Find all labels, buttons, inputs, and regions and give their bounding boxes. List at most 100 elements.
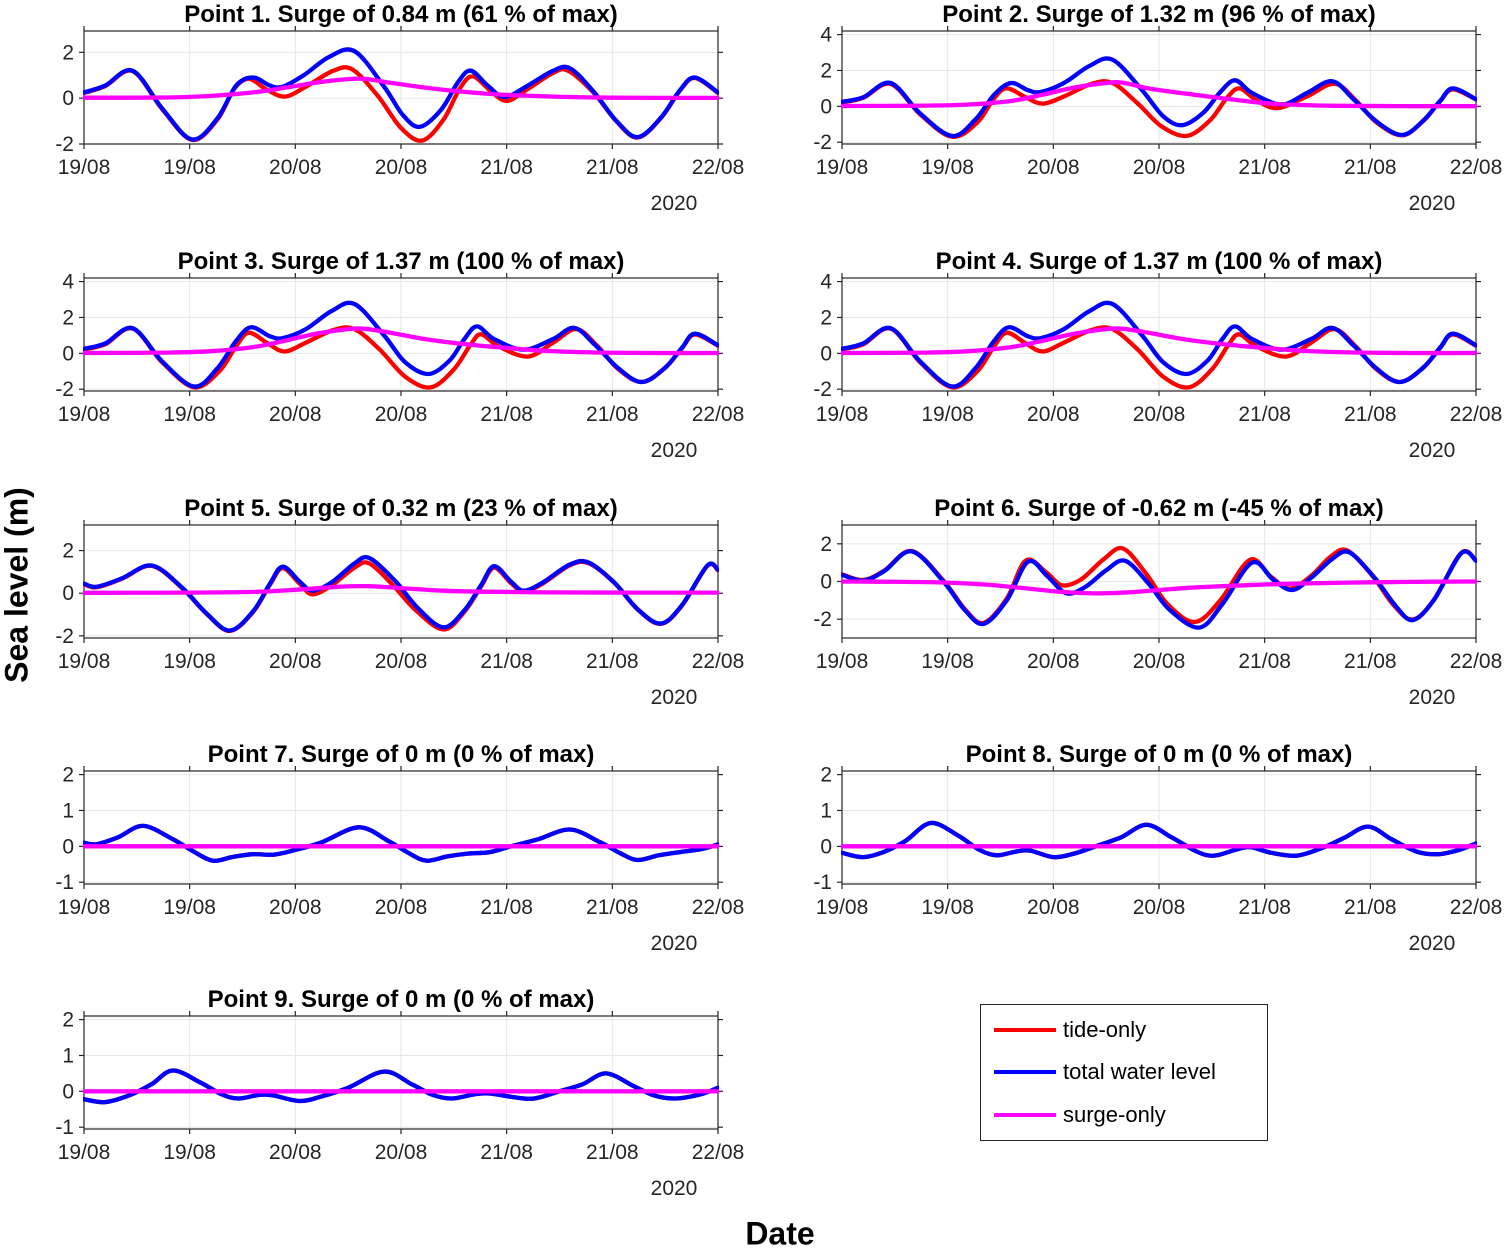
x-tick-label: 20/08 <box>375 1141 428 1164</box>
y-tick-label: -2 <box>813 608 832 631</box>
x-tick-label: 21/08 <box>1344 896 1397 919</box>
x-tick-label: 20/08 <box>269 156 322 179</box>
x-tick-label: 20/08 <box>269 1141 322 1164</box>
series-total <box>83 300 719 389</box>
x-tick-label: 20/08 <box>1027 896 1080 919</box>
x-tick-label: 21/08 <box>1344 403 1397 426</box>
panel-title: Point 5. Surge of 0.32 m (23 % of max) <box>184 495 617 522</box>
x-tick-label: 21/08 <box>1344 650 1397 673</box>
series-total <box>83 47 719 142</box>
x-tick-label: 19/08 <box>58 650 111 673</box>
tide-only-line-swatch <box>994 1028 1056 1033</box>
y-tick-label: 1 <box>62 799 74 822</box>
x-tick-label: 20/08 <box>269 403 322 426</box>
total-water-level-line-swatch <box>994 1070 1056 1075</box>
y-tick-label: 2 <box>62 1009 74 1032</box>
panel-point-6: 19/08 19/08 20/08 20/08 21/08 21/08 22/08 -2 0 2 2… <box>813 495 1503 709</box>
year-label: 2020 <box>651 932 698 955</box>
x-tick-label: 21/08 <box>480 403 533 426</box>
x-tick-label: 19/08 <box>816 403 869 426</box>
y-tick-label: 2 <box>62 540 74 563</box>
y-tick-label: -2 <box>813 378 832 401</box>
series-total <box>83 554 719 633</box>
x-tick-label: 21/08 <box>480 650 533 673</box>
y-tick-label: 0 <box>62 582 74 605</box>
y-tick-label: -1 <box>55 871 74 894</box>
x-tick-label: 22/08 <box>692 403 745 426</box>
panel-title: Point 2. Surge of 1.32 m (96 % of max) <box>942 1 1375 28</box>
y-tick-label: 2 <box>820 306 832 329</box>
x-tick-label: 20/08 <box>269 650 322 673</box>
series-total <box>841 300 1477 389</box>
x-tick-label: 22/08 <box>692 156 745 179</box>
x-tick-label: 21/08 <box>1344 156 1397 179</box>
series-total <box>83 1068 719 1105</box>
series-total <box>841 549 1477 630</box>
panel-title: Point 7. Surge of 0 m (0 % of max) <box>208 741 595 768</box>
x-tick-label: 20/08 <box>1027 403 1080 426</box>
x-tick-label: 22/08 <box>692 650 745 673</box>
legend-label: surge-only <box>1063 1101 1166 1127</box>
x-tick-label: 20/08 <box>1027 650 1080 673</box>
x-tick-label: 19/08 <box>58 1141 111 1164</box>
y-tick-label: -2 <box>55 625 74 648</box>
y-tick-label: 0 <box>62 342 74 365</box>
year-label: 2020 <box>1409 192 1456 215</box>
x-tick-label: 22/08 <box>1450 650 1503 673</box>
y-tick-label: -1 <box>813 871 832 894</box>
x-tick-label: 20/08 <box>375 650 428 673</box>
x-tick-label: 19/08 <box>163 403 216 426</box>
panel-title: Point 3. Surge of 1.37 m (100 % of max) <box>178 248 625 275</box>
y-tick-label: 0 <box>62 87 74 110</box>
panel-point-9: 19/08 19/08 20/08 20/08 21/08 21/08 22/08 -1 0 1 2… <box>55 986 744 1200</box>
y-tick-label: -2 <box>813 131 832 154</box>
x-tick-label: 20/08 <box>375 156 428 179</box>
x-tick-label: 21/08 <box>1238 650 1291 673</box>
legend: tide-only total water level surge-only <box>980 1004 1268 1141</box>
y-tick-label: -2 <box>55 133 74 156</box>
x-tick-label: 21/08 <box>480 156 533 179</box>
legend-entry-total-water-level: total water level <box>981 1059 1267 1085</box>
x-tick-label: 20/08 <box>1133 403 1186 426</box>
x-tick-label: 19/08 <box>921 403 974 426</box>
x-tick-label: 19/08 <box>921 156 974 179</box>
series-total <box>841 820 1477 860</box>
x-tick-label: 21/08 <box>1238 896 1291 919</box>
x-tick-label: 20/08 <box>375 896 428 919</box>
x-tick-label: 19/08 <box>816 650 869 673</box>
x-tick-label: 19/08 <box>163 156 216 179</box>
series-total <box>841 56 1477 139</box>
series-surge <box>841 326 1477 356</box>
y-tick-label: 4 <box>820 271 832 294</box>
y-tick-label: 1 <box>820 799 832 822</box>
x-tick-label: 21/08 <box>586 403 639 426</box>
y-tick-label: -2 <box>55 378 74 401</box>
y-tick-label: 2 <box>820 59 832 82</box>
y-tick-label: 0 <box>62 1080 74 1103</box>
series-surge <box>841 579 1477 596</box>
y-tick-label: 2 <box>820 533 832 556</box>
y-tick-label: 2 <box>62 41 74 64</box>
x-tick-label: 20/08 <box>269 896 322 919</box>
x-tick-label: 21/08 <box>586 156 639 179</box>
x-tick-label: 19/08 <box>921 650 974 673</box>
y-tick-label: 1 <box>62 1044 74 1067</box>
x-tick-label: 21/08 <box>1238 156 1291 179</box>
series-surge <box>83 583 719 595</box>
series-surge <box>83 326 719 356</box>
x-tick-label: 20/08 <box>1133 896 1186 919</box>
series-surge <box>83 76 719 101</box>
series-surge <box>841 80 1477 109</box>
x-tick-label: 19/08 <box>58 156 111 179</box>
year-label: 2020 <box>651 439 698 462</box>
panel-title: Point 4. Surge of 1.37 m (100 % of max) <box>936 248 1383 275</box>
x-tick-label: 21/08 <box>480 1141 533 1164</box>
x-tick-label: 21/08 <box>586 896 639 919</box>
y-tick-label: 4 <box>62 271 74 294</box>
x-tick-label: 21/08 <box>1238 403 1291 426</box>
x-tick-label: 21/08 <box>586 1141 639 1164</box>
panel-title: Point 8. Surge of 0 m (0 % of max) <box>966 741 1353 768</box>
x-tick-label: 20/08 <box>1027 156 1080 179</box>
y-axis-label: Sea level (m) <box>0 487 35 683</box>
